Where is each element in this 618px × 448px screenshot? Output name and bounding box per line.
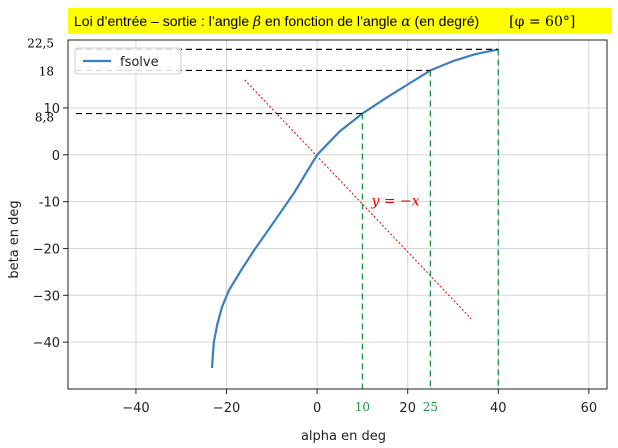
y-axis-label: beta en deg [7, 200, 22, 278]
plot-frame [67, 39, 608, 390]
x-tick-label: −40 [122, 401, 149, 416]
beta-symbol: β [253, 14, 262, 30]
title-text-unit: (en degré) [410, 13, 480, 29]
x-tick-label: 20 [399, 401, 416, 416]
title-text-middle: en fonction de l’angle [261, 13, 402, 29]
annotation-x-label: 10 [355, 400, 370, 414]
plot-area [68, 40, 607, 389]
legend-box [74, 47, 182, 75]
alpha-symbol: α [401, 14, 411, 30]
x-axis-label: alpha en deg [301, 429, 386, 444]
phi-note: [φ = 60°] [509, 14, 576, 30]
x-tick-label: 60 [581, 401, 598, 416]
annotation-x-label: 25 [423, 400, 438, 414]
title-text-start: Loi d’entrée – sortie : l’angle [74, 13, 253, 29]
reference-line-y-neg-x [244, 79, 472, 320]
legend-label-fsolve: fsolve [120, 55, 159, 70]
annotation-y-label: 18 [39, 64, 54, 78]
annotation-y-label: 22,5 [27, 36, 54, 50]
legend: fsolve [74, 47, 182, 75]
x-tick-label: −20 [213, 401, 240, 416]
y-tick-label: -10 [39, 196, 60, 211]
y-tick-label: 10 [43, 102, 60, 117]
y-tick-label: 0 [52, 149, 60, 164]
reference-line-label: y = −x [370, 194, 419, 210]
y-tick-label: −30 [33, 289, 60, 304]
chart-title-banner: Loi d’entrée – sortie : l’angle β en fon… [68, 8, 612, 34]
y-tick-label: −40 [33, 336, 60, 351]
series-line-fsolve [210, 48, 499, 368]
y-tick-label: −20 [33, 242, 60, 257]
x-tick-label: 40 [490, 401, 507, 416]
x-tick-label: 0 [313, 401, 321, 416]
annotation-y-label: 8,8 [35, 111, 54, 125]
